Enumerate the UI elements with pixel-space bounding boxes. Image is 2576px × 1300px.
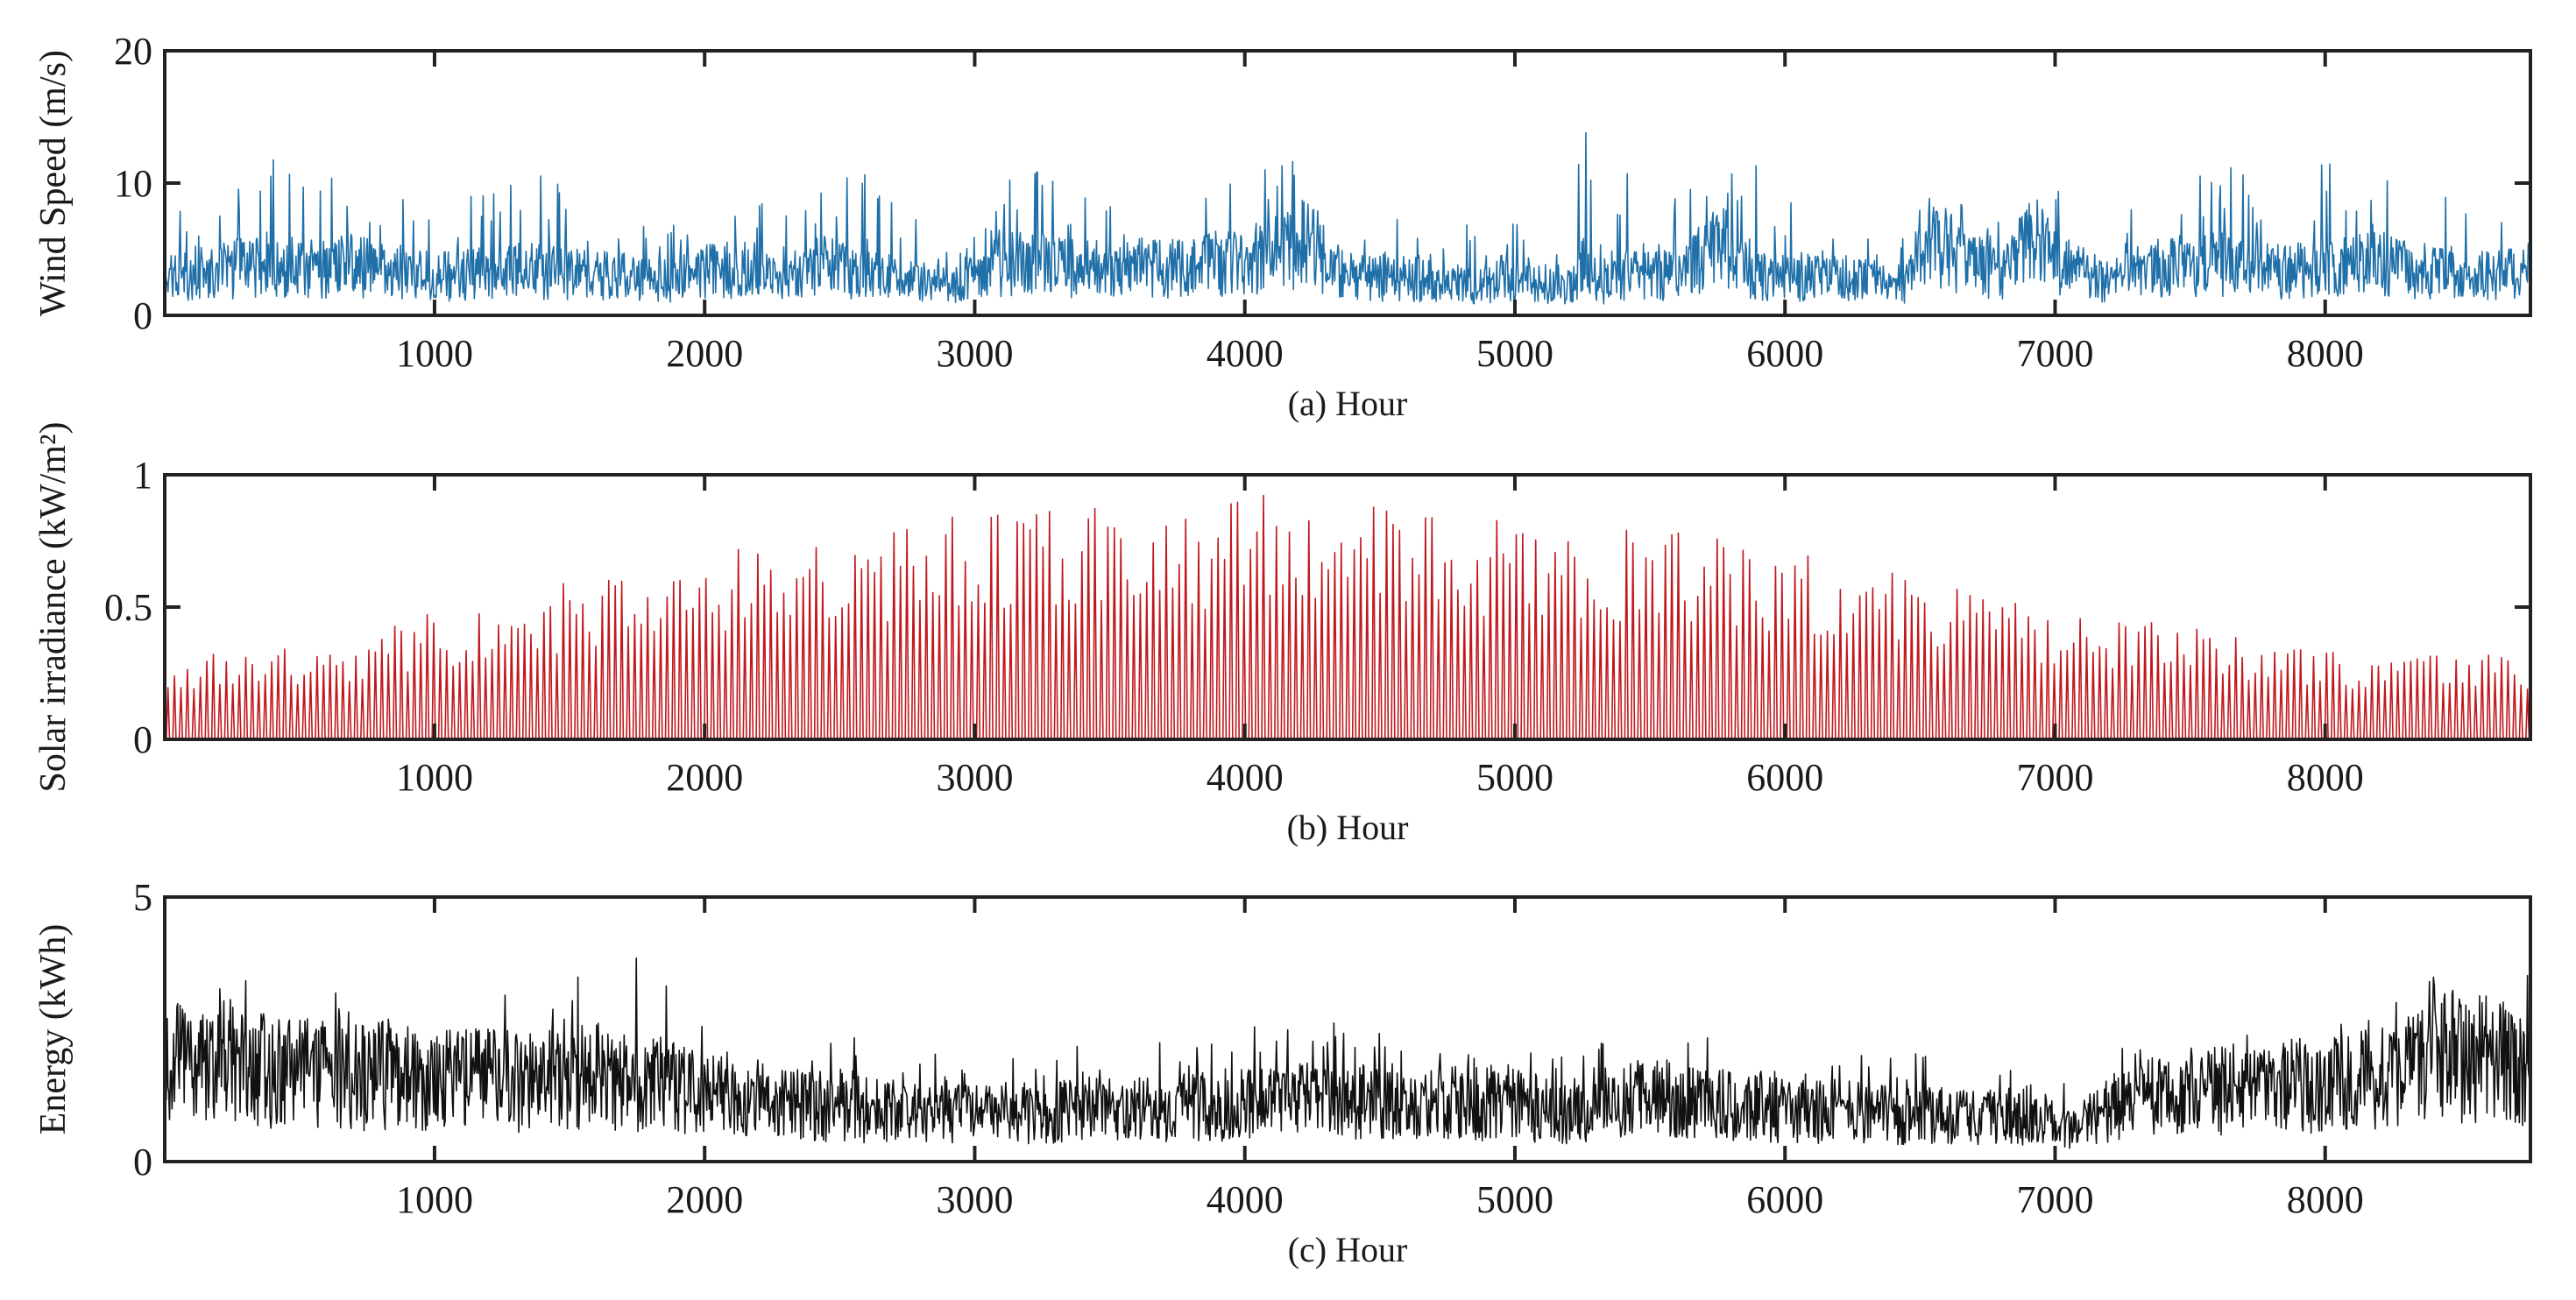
x-tick-label: 5000 — [1476, 332, 1553, 375]
x-tick-label: 4000 — [1207, 332, 1284, 375]
solar-irradiance-series — [166, 494, 2530, 739]
x-tick-label: 3000 — [936, 332, 1013, 375]
x-tick-label: 7000 — [2016, 1178, 2093, 1221]
y-tick-label: 20 — [114, 30, 152, 73]
wind-speed-ticks: 1000 2000 3000 4000 5000 6000 7000 8000 0 10 20 — [114, 30, 2530, 375]
x-tick-label: 5000 — [1476, 1178, 1553, 1221]
y-tick-label: 0 — [133, 294, 152, 337]
x-tick-label: 5000 — [1476, 756, 1553, 799]
x-tick-label: 3000 — [936, 1178, 1013, 1221]
solar-irradiance-xlabel: (b) Hour — [1287, 808, 1409, 847]
x-tick-label: 1000 — [396, 1178, 473, 1221]
x-tick-label: 2000 — [666, 1178, 743, 1221]
x-tick-label: 1000 — [396, 332, 473, 375]
solar-series-line — [166, 494, 2530, 739]
energy-ylabel: Energy (kWh) — [33, 924, 74, 1135]
energy-ticks: 1000 2000 3000 4000 5000 6000 7000 8000 0 5 — [133, 876, 2530, 1221]
energy-xlabel: (c) Hour — [1288, 1230, 1408, 1269]
x-tick-label: 8000 — [2287, 1178, 2364, 1221]
y-tick-label: 1 — [133, 454, 152, 497]
x-tick-label: 2000 — [666, 756, 743, 799]
energy-axes-frame — [163, 895, 2532, 1163]
wind-speed-xlabel: (a) Hour — [1288, 384, 1408, 423]
x-tick-label: 7000 — [2016, 756, 2093, 799]
x-tick-label: 4000 — [1207, 1178, 1284, 1221]
solar-irradiance-panel: 1000 2000 3000 4000 5000 6000 7000 8000 0 0.5 1 So… — [33, 421, 2532, 847]
wind-speed-panel: 1000 2000 3000 4000 5000 6000 7000 8000 0 10 20 Wi… — [33, 30, 2532, 423]
y-tick-label: 10 — [114, 162, 152, 205]
solar-irradiance-ylabel: Solar irradiance (kW/m²) — [33, 421, 74, 792]
x-tick-label: 8000 — [2287, 332, 2364, 375]
x-tick-label: 2000 — [666, 332, 743, 375]
energy-series-line — [165, 957, 2530, 1149]
y-tick-label: 5 — [133, 876, 152, 919]
energy-panel: 1000 2000 3000 4000 5000 6000 7000 8000 0 5 Energ… — [33, 876, 2532, 1269]
x-tick-label: 6000 — [1746, 1178, 1823, 1221]
energy-series — [165, 957, 2530, 1149]
y-tick-label: 0 — [133, 1141, 152, 1183]
wind-series-line — [165, 131, 2530, 305]
x-tick-label: 4000 — [1207, 756, 1284, 799]
x-tick-label: 7000 — [2016, 332, 2093, 375]
y-tick-label: 0.5 — [104, 586, 152, 629]
wind-speed-ylabel: Wind Speed (m/s) — [33, 50, 74, 316]
y-tick-label: 0 — [133, 718, 152, 761]
wind-speed-series — [165, 131, 2530, 305]
x-tick-label: 6000 — [1746, 332, 1823, 375]
x-tick-label: 8000 — [2287, 756, 2364, 799]
x-tick-label: 1000 — [396, 756, 473, 799]
solar-irradiance-ticks: 1000 2000 3000 4000 5000 6000 7000 8000 0 0.5 1 — [104, 454, 2530, 799]
x-tick-label: 3000 — [936, 756, 1013, 799]
x-tick-label: 6000 — [1746, 756, 1823, 799]
